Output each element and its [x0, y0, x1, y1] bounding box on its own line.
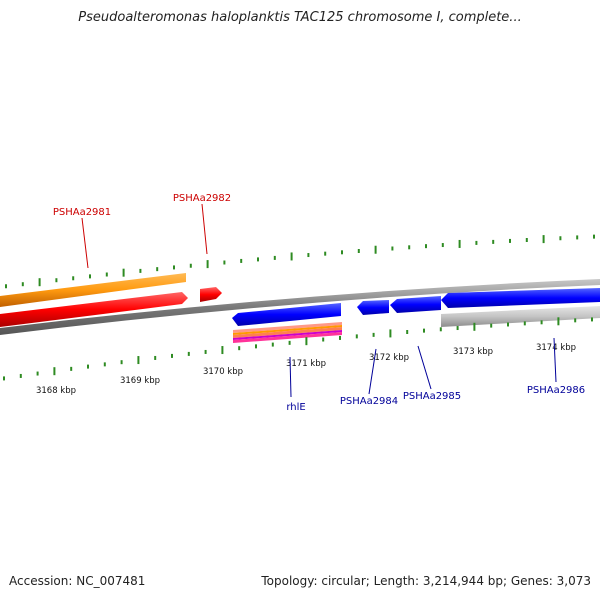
tick-labels: 3168 kbp 3169 kbp 3170 kbp 3171 kbp 3172 kbp… [36, 343, 576, 396]
feature-reverse-cds-arrow [390, 296, 441, 313]
gene-leader-line [553, 337, 557, 383]
gene-label[interactable]: PSHAa2986 [527, 385, 585, 396]
feature-reverse-cds-arrow [441, 288, 600, 308]
gene-leader-line [289, 356, 292, 398]
gene-label[interactable]: rhlE [286, 402, 305, 413]
map-title: Pseudoalteromonas haloplanktis TAC125 ch… [78, 10, 522, 25]
feature-reverse-cds-arrow [232, 303, 341, 326]
gene-leader-line [201, 203, 208, 255]
tick-label: 3171 kbp [286, 359, 326, 369]
outer-tick-ring [5, 234, 595, 289]
feature-multitrack-stripes [233, 322, 342, 343]
feature-forward-gene-bar [0, 273, 186, 307]
genome-stats-text: Topology: circular; Length: 3,214,944 bp… [261, 574, 591, 588]
gene-labels: PSHAa2981 PSHAa2982 rhlE PSHAa2984 PSHAa2985… [53, 193, 585, 413]
gene-leader-line [417, 345, 432, 390]
gene-label[interactable]: PSHAa2982 [173, 193, 231, 204]
feature-forward-cds-arrow [0, 292, 188, 327]
tick-label: 3170 kbp [203, 367, 243, 377]
gene-leader-line [368, 348, 377, 395]
inner-tick-ring [3, 317, 593, 381]
feature-reverse-cds-arrow [357, 300, 389, 315]
gene-leader-line [81, 217, 89, 269]
feature-reverse-gene-bar [441, 306, 600, 327]
gene-label[interactable]: PSHAa2985 [403, 391, 461, 402]
feature-forward-cds-arrow [200, 287, 222, 302]
tick-label: 3173 kbp [453, 347, 493, 357]
tick-label: 3172 kbp [369, 353, 409, 363]
tick-label: 3169 kbp [120, 376, 160, 386]
gene-label[interactable]: PSHAa2981 [53, 207, 111, 218]
gene-label[interactable]: PSHAa2984 [340, 396, 398, 407]
tick-label: 3174 kbp [536, 343, 576, 353]
accession-text: Accession: NC_007481 [9, 574, 146, 588]
tick-label: 3168 kbp [36, 386, 76, 396]
